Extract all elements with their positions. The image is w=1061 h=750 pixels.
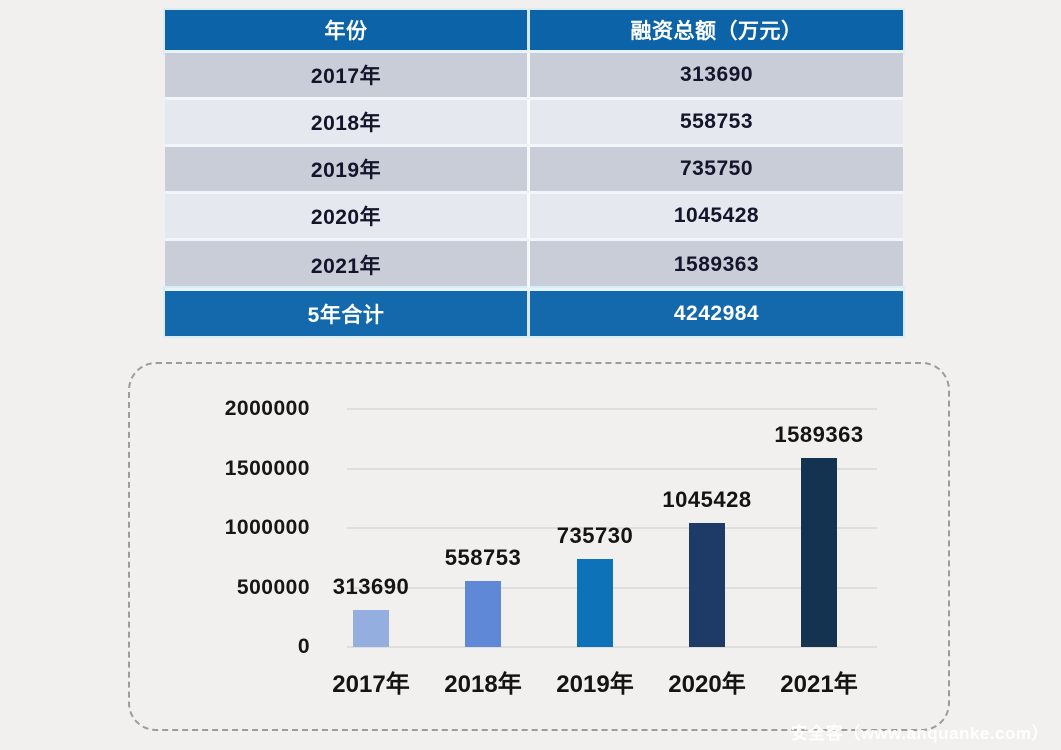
y-tick-label: 2000000 [224, 397, 310, 420]
gridline [347, 467, 877, 470]
y-tick-label: 1000000 [224, 516, 310, 539]
y-tick-label: 1500000 [224, 456, 310, 480]
x-tick-label: 2019年 [556, 671, 634, 698]
cell-year: 2017年 [165, 53, 530, 97]
bar-chart: 2000000 1500000 1000000 500000 0 313690 55875… [128, 362, 950, 731]
cell-year: 2021年 [165, 241, 530, 288]
gridline [347, 646, 877, 648]
gridline [347, 408, 877, 410]
bar-value-label: 313690 [332, 574, 410, 599]
bar-2021年 [801, 458, 837, 647]
x-tick-label: 2020年 [668, 671, 746, 698]
y-tick-label: 0 [297, 635, 310, 658]
bar-2019年 [577, 559, 613, 647]
x-tick-label: 2021年 [780, 671, 858, 698]
cell-amount: 735750 [679, 157, 754, 180]
cell-amount: 558753 [679, 110, 754, 133]
table-body: 2017年 313690 2018年 558753 2019年 735750 2020年 10… [165, 53, 903, 288]
financing-table: 年份 融资总额（万元） 2017年 313690 2018年 558753 2019年 7… [165, 10, 903, 336]
watermark-text: 安全客（www.anquanke.com） [790, 724, 1049, 743]
table-header-year: 年份 [165, 10, 530, 50]
table-row: 2020年 1045428 [165, 194, 903, 241]
bar-value-label: 1045428 [662, 487, 752, 512]
table-header-row: 年份 融资总额（万元） [165, 10, 903, 53]
bar-2017年 [353, 610, 389, 647]
table-footer-row: 5年合计 4242984 [165, 288, 903, 336]
table-footer-amount: 4242984 [673, 301, 760, 325]
bar-value-label: 735730 [556, 523, 634, 548]
bar-2018年 [465, 581, 501, 647]
table-row: 2019年 735750 [165, 147, 903, 194]
cell-amount: 1589363 [673, 252, 760, 276]
bar-value-label: 558753 [444, 545, 522, 570]
table-row: 2021年 1589363 [165, 241, 903, 288]
cell-amount: 313690 [679, 63, 754, 86]
table-row: 2017年 313690 [165, 53, 903, 100]
y-tick-label: 500000 [236, 575, 310, 599]
table-footer-label: 5年合计 [165, 291, 530, 336]
cell-year: 2018年 [165, 100, 530, 144]
cell-amount: 1045428 [673, 204, 760, 227]
table-row: 2018年 558753 [165, 100, 903, 147]
bar-value-label: 1589363 [774, 422, 864, 447]
x-tick-label: 2017年 [332, 671, 410, 698]
table-header-amount: 融资总额（万元） [630, 20, 803, 43]
x-tick-label: 2018年 [444, 671, 522, 698]
gridline [347, 527, 877, 529]
cell-year: 2020年 [165, 194, 530, 238]
plot-area: 313690 558753 735730 1045428 1589363 [333, 408, 877, 648]
bar-2020年 [689, 523, 725, 647]
cell-year: 2019年 [165, 147, 530, 191]
